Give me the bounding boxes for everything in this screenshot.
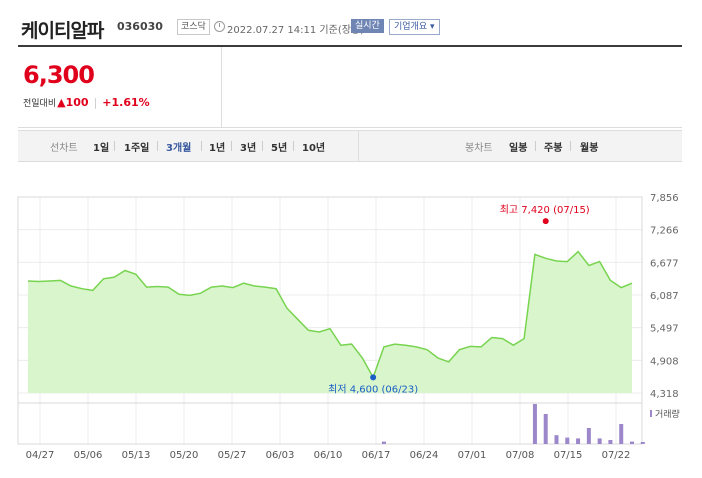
market-badge: 코스닥 [177, 19, 210, 35]
current-price: 6,300 [23, 61, 95, 89]
volume-bar [554, 435, 559, 444]
x-tick-label: 06/10 [314, 450, 343, 461]
change-label: 전일대비 [23, 99, 57, 109]
stock-code: 036030 [117, 20, 163, 33]
volume-bar [597, 438, 602, 444]
header-divider [18, 45, 682, 47]
y-tick-label: 7,266 [650, 226, 679, 237]
y-tick-label: 7,856 [650, 193, 679, 204]
volume-bar [608, 440, 613, 444]
price-chart: 7,856 7,266 6,677 6,087 5,497 4,908 4,318 04/27… [17, 193, 680, 461]
volume-bar [630, 441, 634, 444]
price-panel: 6,300 전일대비▲100 | +1.61% [18, 47, 222, 127]
max-marker [542, 218, 549, 225]
up-arrow-icon: ▲ [57, 96, 66, 109]
x-tick-label: 07/08 [506, 450, 535, 461]
x-tick-label: 05/20 [170, 450, 199, 461]
volume-bar [381, 441, 386, 444]
tab-3m[interactable]: 3개월 [166, 143, 192, 154]
price-area [28, 251, 632, 393]
x-tick-label: 07/22 [602, 450, 631, 461]
line-chart-label: 선차트 [50, 143, 78, 154]
x-tick-label: 05/13 [122, 450, 151, 461]
volume-bar [640, 442, 645, 444]
tab-daily[interactable]: 일봉 [509, 143, 528, 154]
min-label: 최저 4,600 (06/23) [328, 383, 418, 395]
y-tick-label: 6,087 [650, 291, 679, 302]
x-tick-label: 06/17 [362, 450, 391, 461]
timestamp: 2022.07.27 14:11 기준(장중) [227, 25, 365, 36]
tab-3y[interactable]: 3년 [240, 143, 257, 154]
y-tick-label: 5,497 [650, 324, 679, 335]
y-tick-label: 4,318 [650, 389, 679, 400]
x-tick-label: 06/03 [266, 450, 295, 461]
tab-group-divider [358, 131, 359, 161]
volume-bar [565, 437, 570, 444]
company-info-dropdown[interactable]: 기업개요 ▾ [389, 19, 440, 35]
min-marker [370, 374, 377, 381]
y-tick-label: 6,677 [650, 258, 679, 269]
change-percent: +1.61% [102, 96, 150, 109]
price-change: 전일대비▲100 | +1.61% [23, 96, 150, 109]
plot-frame [17, 196, 643, 445]
volume-bar [586, 428, 591, 444]
price-divider [18, 127, 682, 128]
stock-name: 케이티알파 [21, 20, 104, 42]
volume-bar [619, 424, 624, 444]
max-label: 최고 7,420 (07/15) [500, 204, 590, 216]
tab-10y[interactable]: 10년 [302, 143, 326, 154]
tab-1w[interactable]: 1주일 [124, 143, 150, 154]
clock-icon [214, 21, 225, 32]
tab-5y[interactable]: 5년 [271, 143, 288, 154]
stock-header: 케이티알파 036030 코스닥 2022.07.27 14:11 기준(장중)… [21, 16, 681, 44]
change-value: 100 [65, 96, 89, 109]
x-tick-label: 05/27 [218, 450, 247, 461]
price-line [27, 250, 633, 380]
volume-bar [543, 414, 548, 444]
volume-label: 거래량 [655, 408, 680, 420]
volume-legend-swatch [650, 410, 652, 417]
x-tick-label: 07/15 [554, 450, 583, 461]
candle-chart-label: 봉차트 [465, 143, 493, 154]
realtime-button[interactable]: 실시간 [351, 19, 384, 33]
x-tick-label: 07/01 [458, 450, 487, 461]
volume-bar [532, 404, 537, 444]
x-tick-label: 04/27 [26, 450, 55, 461]
tab-1y[interactable]: 1년 [209, 143, 226, 154]
period-tab-bar: 선차트 1일 1주일 3개월 1년 3년 5년 10년 봉차트 일봉 주봉 월봉 [18, 130, 682, 162]
x-tick-label: 05/06 [74, 450, 103, 461]
y-tick-label: 4,908 [650, 356, 679, 367]
tab-1d[interactable]: 1일 [93, 143, 110, 154]
tab-weekly[interactable]: 주봉 [544, 143, 563, 154]
volume-bar [576, 438, 581, 444]
x-tick-label: 06/24 [410, 450, 439, 461]
tab-monthly[interactable]: 월봉 [580, 143, 599, 154]
